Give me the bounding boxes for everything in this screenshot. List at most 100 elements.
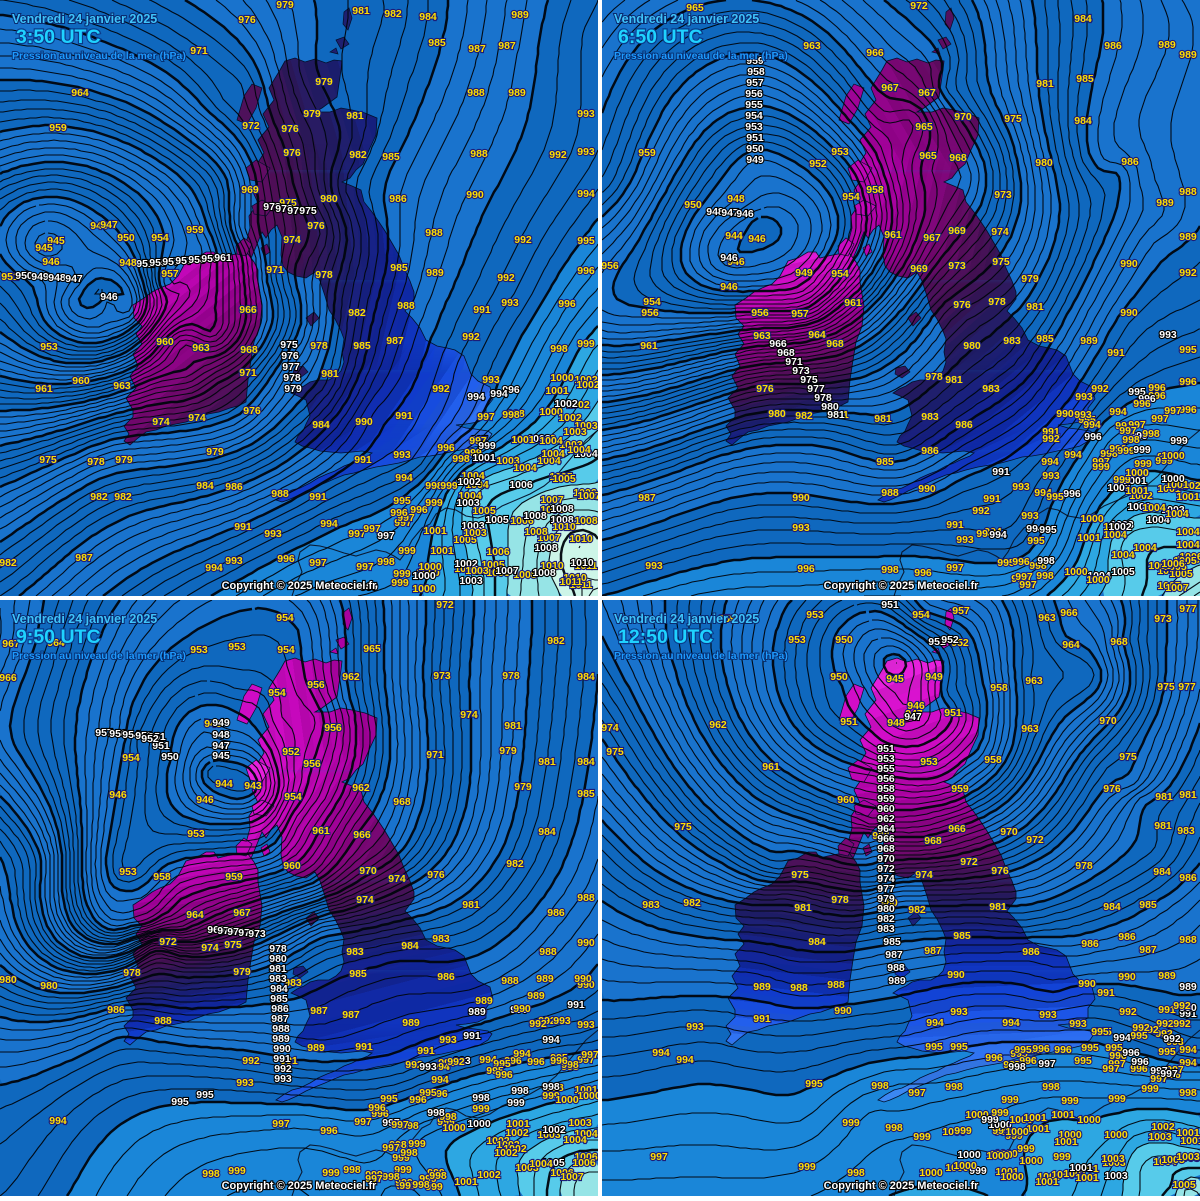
svg-text:987: 987: [342, 1009, 360, 1021]
svg-text:998: 998: [1029, 560, 1047, 572]
svg-text:989: 989: [402, 1017, 420, 1029]
svg-text:992: 992: [497, 272, 515, 284]
svg-text:999: 999: [507, 1097, 525, 1109]
svg-text:953: 953: [745, 121, 763, 133]
svg-text:998: 998: [542, 1081, 560, 1093]
svg-text:995: 995: [196, 1089, 214, 1101]
svg-text:955: 955: [745, 99, 763, 111]
svg-text:979: 979: [315, 76, 333, 88]
svg-text:992: 992: [462, 331, 480, 343]
svg-text:990: 990: [1078, 978, 1096, 990]
svg-text:1008: 1008: [550, 514, 574, 526]
svg-text:982: 982: [90, 491, 108, 503]
svg-text:996: 996: [558, 298, 576, 310]
svg-text:985: 985: [1076, 73, 1094, 85]
svg-text:959: 959: [638, 147, 656, 159]
svg-text:984: 984: [1074, 115, 1092, 127]
svg-text:987: 987: [1139, 944, 1157, 956]
svg-text:Copyright © 2025 Meteociel.fr: Copyright © 2025 Meteociel.fr: [824, 580, 980, 592]
svg-text:995: 995: [1094, 1026, 1112, 1038]
svg-text:957: 957: [162, 256, 180, 268]
svg-text:990: 990: [466, 189, 484, 201]
svg-text:988: 988: [271, 488, 289, 500]
svg-text:982: 982: [384, 8, 402, 20]
svg-text:980: 980: [0, 974, 17, 986]
svg-text:952: 952: [809, 158, 827, 170]
svg-text:998: 998: [1179, 1087, 1197, 1099]
svg-text:992: 992: [1163, 1033, 1181, 1045]
svg-text:999: 999: [577, 338, 595, 350]
svg-text:978: 978: [925, 371, 943, 383]
svg-text:991: 991: [395, 410, 413, 422]
svg-text:992: 992: [1141, 1024, 1159, 1036]
svg-text:946: 946: [727, 256, 745, 268]
svg-text:981: 981: [831, 409, 849, 421]
svg-text:968: 968: [393, 796, 411, 808]
svg-text:998: 998: [452, 453, 470, 465]
svg-text:998: 998: [561, 1059, 579, 1071]
svg-text:966: 966: [353, 829, 371, 841]
svg-text:995: 995: [486, 1065, 504, 1077]
svg-text:1000: 1000: [1009, 1114, 1033, 1126]
svg-text:995: 995: [1039, 524, 1057, 536]
svg-text:983: 983: [269, 973, 287, 985]
svg-text:984: 984: [577, 756, 595, 768]
svg-text:997: 997: [1166, 1064, 1184, 1076]
svg-text:994: 994: [1083, 419, 1101, 431]
svg-text:1004: 1004: [513, 462, 537, 474]
svg-text:976: 976: [243, 405, 261, 417]
svg-text:976: 976: [281, 350, 299, 362]
svg-text:988: 988: [539, 946, 557, 958]
svg-text:976: 976: [281, 123, 299, 135]
svg-text:986: 986: [389, 193, 407, 205]
svg-text:1001: 1001: [1023, 1112, 1047, 1124]
svg-text:981: 981: [352, 5, 370, 17]
svg-text:999: 999: [395, 1177, 413, 1189]
svg-text:995: 995: [1078, 414, 1096, 426]
svg-text:958: 958: [984, 754, 1002, 766]
svg-text:1003: 1003: [1104, 1170, 1128, 1182]
svg-text:954: 954: [831, 268, 849, 280]
svg-text:989: 989: [536, 973, 554, 985]
svg-text:997: 997: [1119, 425, 1137, 437]
svg-text:1001: 1001: [1176, 1127, 1200, 1139]
svg-text:999: 999: [991, 1107, 1009, 1119]
svg-text:948: 948: [212, 729, 230, 741]
svg-text:1000: 1000: [1064, 566, 1088, 578]
svg-text:997: 997: [650, 1151, 668, 1163]
svg-text:988: 988: [887, 962, 905, 974]
svg-text:1001: 1001: [1165, 479, 1189, 491]
svg-text:980: 980: [821, 401, 839, 413]
svg-text:996: 996: [1019, 1055, 1037, 1067]
svg-text:999: 999: [542, 1090, 560, 1102]
svg-text:977: 977: [877, 883, 895, 895]
svg-text:996: 996: [914, 567, 932, 579]
svg-text:999: 999: [1092, 461, 1110, 473]
svg-text:997: 997: [377, 530, 395, 542]
svg-text:981: 981: [794, 902, 812, 914]
svg-text:989: 989: [468, 1006, 486, 1018]
svg-text:993: 993: [482, 374, 500, 386]
svg-text:976: 976: [953, 299, 971, 311]
svg-text:1000: 1000: [577, 1090, 601, 1102]
svg-text:984: 984: [1153, 866, 1171, 878]
svg-text:999: 999: [1130, 430, 1148, 442]
svg-text:966: 966: [948, 823, 966, 835]
svg-text:977: 977: [282, 361, 300, 373]
svg-text:952: 952: [135, 730, 153, 742]
svg-text:1004: 1004: [454, 563, 478, 575]
svg-text:953: 953: [119, 866, 137, 878]
svg-text:957: 957: [161, 268, 179, 280]
svg-text:992: 992: [405, 1059, 423, 1071]
svg-text:972: 972: [263, 201, 281, 213]
svg-text:961: 961: [640, 340, 658, 352]
svg-text:946: 946: [196, 794, 214, 806]
svg-text:990: 990: [1120, 258, 1138, 270]
svg-text:998: 998: [377, 556, 395, 568]
svg-text:953: 953: [190, 644, 208, 656]
svg-text:982: 982: [877, 913, 895, 925]
svg-text:974: 974: [388, 873, 406, 885]
svg-text:1003: 1003: [515, 1162, 539, 1174]
svg-text:951: 951: [1, 271, 19, 283]
svg-text:1011: 1011: [575, 560, 598, 572]
